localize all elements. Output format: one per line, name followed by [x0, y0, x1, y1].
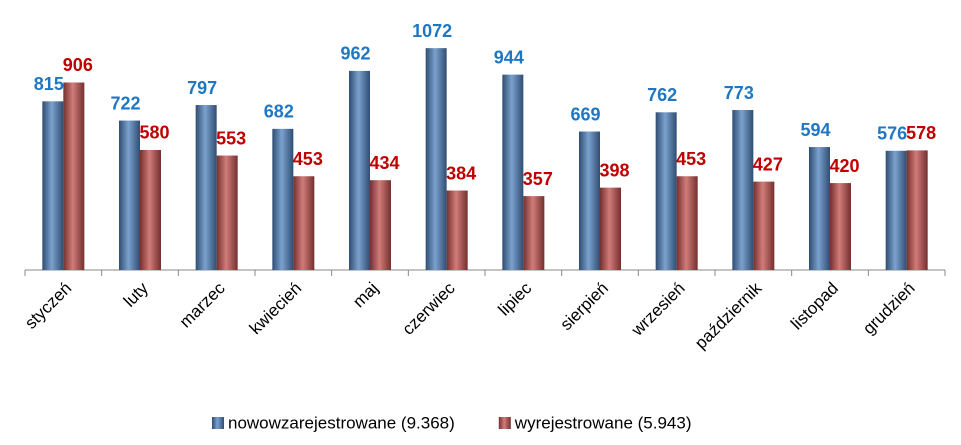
bar	[195, 105, 217, 270]
bar	[140, 149, 161, 270]
data-label: 576	[877, 124, 907, 144]
data-label: 398	[599, 160, 629, 180]
data-label: 553	[216, 128, 246, 148]
bar	[63, 82, 85, 270]
x-tick-label: październik	[691, 278, 766, 353]
x-tick-label: styczeń	[21, 279, 75, 333]
data-label: 453	[293, 149, 323, 169]
data-label: 420	[829, 156, 859, 176]
legend-swatch	[212, 417, 224, 429]
bar	[425, 48, 447, 270]
data-label: 594	[800, 120, 830, 140]
legend-label: nowowzarejestrowane (9.368)	[228, 413, 455, 432]
data-label: 722	[110, 93, 140, 113]
x-tick-label: sierpień	[556, 279, 612, 335]
bar	[216, 155, 238, 270]
data-label: 944	[494, 47, 524, 67]
x-tick-label: czerwiec	[398, 278, 459, 339]
bar	[293, 176, 315, 270]
bar	[753, 181, 775, 270]
x-tick-label: maj	[349, 279, 382, 312]
data-label: 1072	[412, 21, 452, 41]
data-label: 815	[34, 74, 64, 94]
data-label: 384	[446, 163, 476, 183]
bar	[655, 112, 677, 270]
x-tick-label: wrzesień	[627, 279, 689, 341]
bar	[502, 74, 524, 270]
bar	[906, 150, 928, 270]
bar	[600, 187, 621, 270]
bar	[272, 128, 294, 270]
bar	[676, 176, 698, 270]
x-tick-label: listopad	[787, 279, 842, 334]
bar	[809, 147, 830, 270]
data-label: 357	[523, 169, 553, 189]
bar	[579, 131, 600, 270]
data-label: 962	[340, 44, 370, 64]
data-label: 762	[647, 85, 677, 105]
data-label: 453	[676, 149, 706, 169]
data-label: 773	[724, 83, 754, 103]
x-tick-label: luty	[120, 278, 152, 310]
bar	[119, 120, 140, 270]
legend-label: wyrejestrowane (5.943)	[514, 413, 692, 432]
x-tick-label: marzec	[176, 278, 229, 331]
data-label: 797	[187, 78, 217, 98]
legend-swatch	[498, 417, 511, 429]
bar	[446, 190, 468, 270]
bar	[42, 101, 64, 270]
data-label: 427	[753, 154, 783, 174]
x-tick-label: kwiecień	[246, 279, 306, 339]
data-label: 578	[906, 123, 936, 143]
bar	[349, 70, 370, 270]
data-label: 682	[264, 102, 294, 122]
x-tick-label: grudzień	[859, 279, 919, 339]
bar	[885, 150, 907, 270]
bar	[523, 196, 545, 270]
data-label: 906	[63, 55, 93, 75]
data-label: 580	[139, 123, 169, 143]
data-label: 434	[369, 153, 399, 173]
data-label: 669	[570, 104, 600, 124]
bar	[370, 180, 391, 270]
bar	[830, 183, 851, 270]
bar	[732, 110, 754, 270]
x-tick-label: lipiec	[494, 278, 535, 319]
